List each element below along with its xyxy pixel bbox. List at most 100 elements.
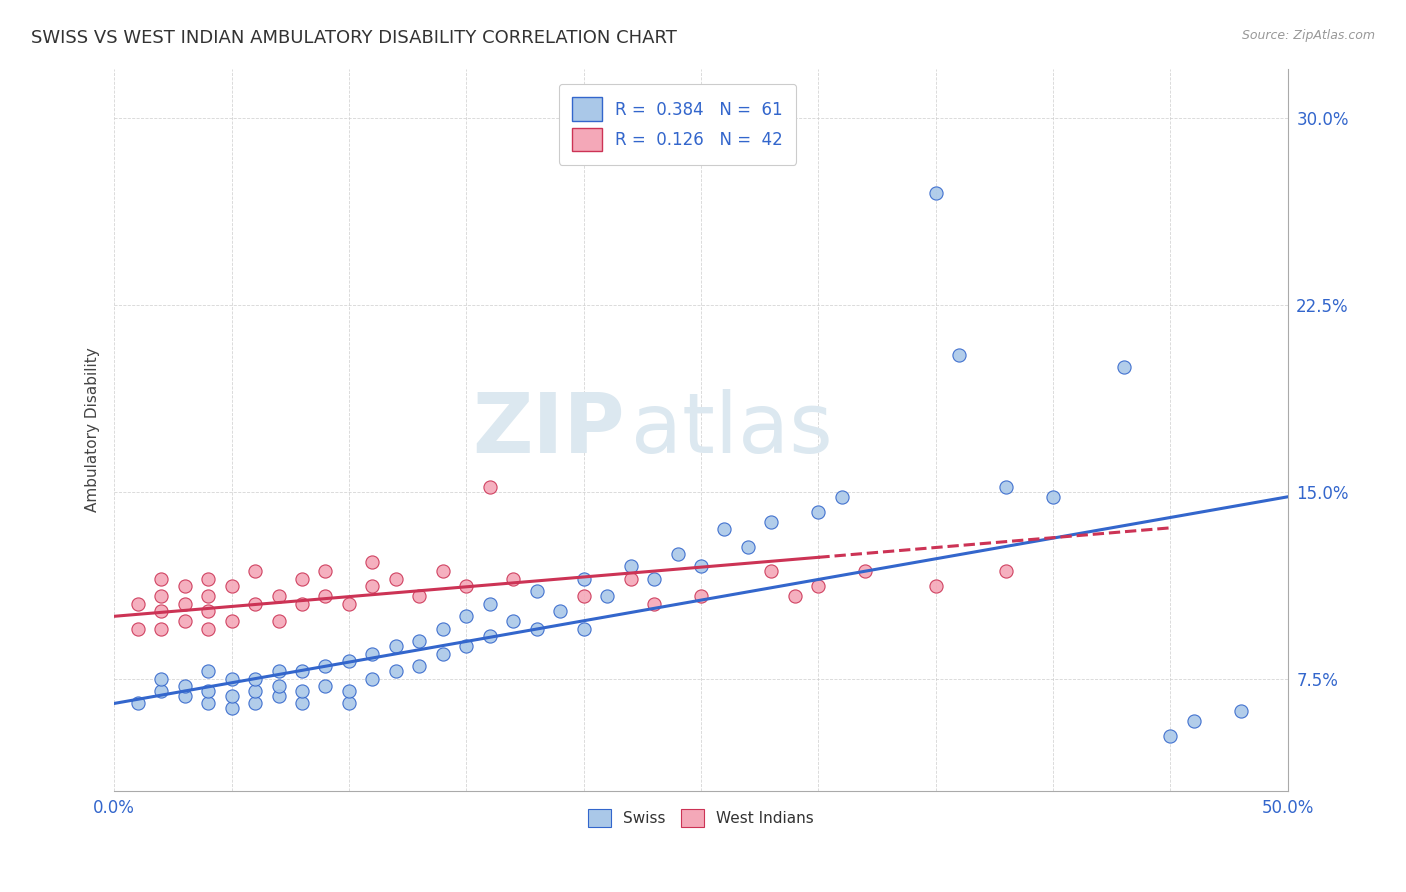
Point — [408, 590, 430, 604]
Point — [173, 614, 195, 628]
Point — [783, 590, 806, 604]
Point — [291, 664, 314, 678]
Point — [643, 597, 665, 611]
Point — [267, 679, 290, 693]
Point — [948, 348, 970, 362]
Point — [361, 672, 384, 686]
Point — [572, 622, 595, 636]
Point — [478, 480, 501, 494]
Point — [620, 559, 643, 574]
Point — [831, 490, 853, 504]
Point — [361, 555, 384, 569]
Point — [150, 684, 173, 698]
Point — [267, 614, 290, 628]
Point — [197, 664, 219, 678]
Point — [713, 522, 735, 536]
Point — [337, 684, 360, 698]
Point — [267, 664, 290, 678]
Point — [267, 590, 290, 604]
Point — [314, 565, 336, 579]
Point — [456, 639, 478, 653]
Point — [995, 480, 1018, 494]
Point — [572, 590, 595, 604]
Point — [361, 579, 384, 593]
Point — [572, 572, 595, 586]
Point — [291, 597, 314, 611]
Point — [314, 659, 336, 673]
Point — [690, 590, 713, 604]
Point — [173, 689, 195, 703]
Point — [1112, 360, 1135, 375]
Point — [456, 609, 478, 624]
Point — [291, 572, 314, 586]
Point — [291, 684, 314, 698]
Point — [1042, 490, 1064, 504]
Point — [643, 572, 665, 586]
Point — [197, 622, 219, 636]
Point — [408, 634, 430, 648]
Point — [221, 579, 243, 593]
Point — [620, 572, 643, 586]
Point — [526, 584, 548, 599]
Point — [197, 604, 219, 618]
Point — [314, 590, 336, 604]
Point — [221, 614, 243, 628]
Point — [502, 614, 524, 628]
Point — [1230, 704, 1253, 718]
Point — [807, 579, 830, 593]
Text: SWISS VS WEST INDIAN AMBULATORY DISABILITY CORRELATION CHART: SWISS VS WEST INDIAN AMBULATORY DISABILI… — [31, 29, 676, 46]
Point — [690, 559, 713, 574]
Point — [1182, 714, 1205, 728]
Point — [995, 565, 1018, 579]
Point — [337, 597, 360, 611]
Point — [385, 664, 408, 678]
Point — [853, 565, 876, 579]
Point — [197, 697, 219, 711]
Point — [478, 629, 501, 643]
Point — [127, 622, 149, 636]
Point — [432, 622, 454, 636]
Point — [478, 597, 501, 611]
Point — [761, 515, 783, 529]
Point — [1159, 729, 1181, 743]
Point — [337, 697, 360, 711]
Point — [173, 597, 195, 611]
Text: Source: ZipAtlas.com: Source: ZipAtlas.com — [1241, 29, 1375, 42]
Point — [243, 597, 266, 611]
Point — [291, 697, 314, 711]
Point — [666, 547, 689, 561]
Point — [267, 689, 290, 703]
Text: atlas: atlas — [631, 389, 832, 470]
Point — [761, 565, 783, 579]
Legend: Swiss, West Indians: Swiss, West Indians — [581, 801, 821, 835]
Point — [243, 684, 266, 698]
Point — [197, 590, 219, 604]
Point — [243, 672, 266, 686]
Point — [925, 186, 948, 200]
Point — [432, 647, 454, 661]
Point — [502, 572, 524, 586]
Point — [243, 565, 266, 579]
Point — [221, 689, 243, 703]
Point — [548, 604, 571, 618]
Point — [737, 540, 759, 554]
Text: ZIP: ZIP — [472, 389, 624, 470]
Point — [173, 579, 195, 593]
Point — [925, 579, 948, 593]
Point — [221, 672, 243, 686]
Point — [243, 697, 266, 711]
Point — [150, 672, 173, 686]
Point — [150, 622, 173, 636]
Point — [197, 684, 219, 698]
Point — [150, 590, 173, 604]
Point — [385, 572, 408, 586]
Point — [526, 622, 548, 636]
Point — [197, 572, 219, 586]
Point — [337, 654, 360, 668]
Point — [385, 639, 408, 653]
Point — [807, 505, 830, 519]
Y-axis label: Ambulatory Disability: Ambulatory Disability — [86, 347, 100, 512]
Point — [173, 679, 195, 693]
Point — [150, 572, 173, 586]
Point — [596, 590, 619, 604]
